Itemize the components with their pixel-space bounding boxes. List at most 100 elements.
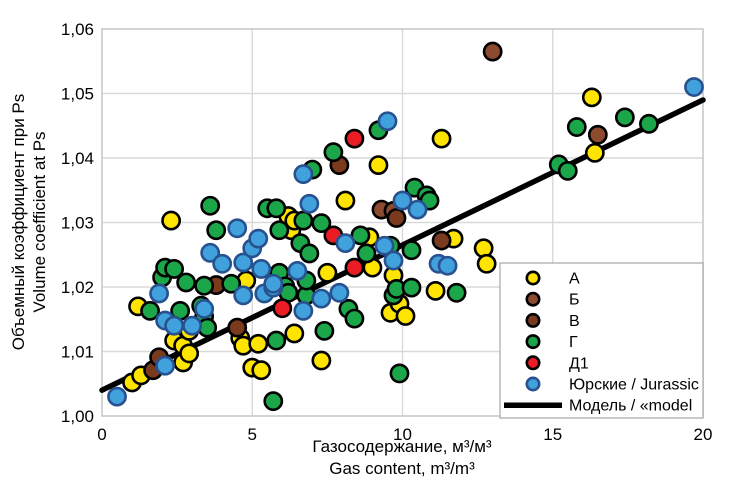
legend-marker: [525, 312, 541, 328]
data-point: [206, 220, 227, 241]
data-point: [194, 275, 215, 296]
y-tick-label: 1,05: [61, 85, 94, 104]
data-point: [431, 230, 452, 251]
data-point: [164, 259, 185, 279]
data-point: [227, 317, 248, 338]
y-tick-label: 1,04: [61, 149, 94, 168]
data-point: [401, 277, 422, 298]
data-point: [107, 386, 127, 407]
data-point: [557, 160, 578, 181]
data-point: [581, 87, 602, 108]
data-point: [344, 128, 365, 149]
data-point: [287, 260, 308, 281]
y-tick-label: 1,00: [61, 407, 94, 426]
legend-marker: [525, 334, 541, 350]
x-tick-label: 10: [393, 425, 412, 444]
legend-marker: [525, 291, 541, 307]
data-point: [317, 262, 338, 283]
data-point: [293, 210, 314, 231]
data-point: [182, 315, 203, 336]
data-point: [344, 308, 365, 329]
data-point: [386, 208, 407, 228]
data-point: [212, 253, 233, 274]
y-axis-title-ru: Объемный коэффициент при Ps: [9, 94, 28, 351]
data-point: [272, 298, 293, 319]
data-point: [269, 220, 290, 241]
data-point: [299, 193, 320, 214]
data-point: [335, 233, 356, 254]
data-point: [164, 315, 185, 336]
data-point: [614, 107, 635, 128]
x-tick-label: 20: [694, 425, 713, 444]
data-point: [263, 391, 284, 412]
data-point: [200, 195, 221, 216]
legend-marker: [525, 376, 541, 392]
data-point: [323, 142, 344, 163]
data-point: [350, 225, 371, 246]
data-point: [248, 333, 269, 354]
x-tick-label: 0: [97, 425, 106, 444]
legend-label: Б: [569, 292, 580, 309]
data-point: [383, 250, 404, 271]
data-point: [356, 243, 377, 264]
data-point: [377, 111, 398, 132]
data-point: [566, 117, 587, 137]
legend-label: Г: [569, 334, 578, 351]
data-point: [293, 300, 314, 321]
data-point: [311, 350, 332, 371]
data-point: [425, 280, 446, 301]
data-point: [176, 272, 197, 293]
data-point: [149, 283, 169, 304]
data-point: [233, 285, 254, 306]
data-point: [179, 343, 200, 364]
data-point: [311, 288, 332, 309]
data-point: [227, 218, 248, 239]
plot-border: [101, 28, 704, 417]
data-point: [161, 210, 182, 231]
data-point: [248, 228, 269, 249]
series-layer: [99, 41, 706, 412]
data-point: [140, 300, 160, 321]
y-tick-label: 1,02: [61, 278, 94, 297]
data-point: [401, 240, 422, 261]
data-point: [251, 259, 272, 279]
data-point: [194, 299, 215, 319]
data-point: [335, 190, 356, 211]
legend-label: А: [569, 271, 580, 288]
data-point: [344, 257, 365, 278]
data-point: [284, 323, 305, 344]
legend-label: Юрские / Jurassic: [569, 377, 699, 394]
data-point: [587, 124, 608, 145]
data-point: [374, 235, 395, 256]
data-point: [311, 213, 332, 234]
data-point: [584, 142, 605, 163]
data-point: [392, 190, 413, 211]
data-point: [431, 128, 452, 149]
data-point: [395, 306, 416, 326]
data-point: [293, 164, 314, 185]
x-axis-title-ru: Газосодержание, м³/м³: [312, 437, 492, 456]
y-tick-label: 1,03: [61, 214, 94, 233]
legend-marker: [525, 355, 541, 371]
data-point: [473, 238, 494, 259]
data-point: [329, 282, 350, 303]
x-tick-label: 5: [248, 425, 257, 444]
data-point: [266, 330, 287, 351]
data-point: [299, 243, 320, 264]
data-point: [251, 360, 272, 381]
data-point: [684, 77, 704, 97]
data-point: [446, 282, 467, 303]
data-point: [476, 253, 497, 274]
y-axis-title-en: Volume coefficient at Ps: [30, 131, 49, 312]
legend-label: Модель / «model: [569, 398, 692, 415]
x-tick-label: 15: [543, 425, 562, 444]
data-point: [314, 320, 335, 341]
y-tick-label: 1,06: [61, 20, 94, 39]
x-axis-title-en: Gas content, m³/m³: [329, 459, 475, 478]
data-point: [639, 113, 659, 134]
data-point: [200, 242, 221, 263]
data-point: [437, 255, 458, 276]
